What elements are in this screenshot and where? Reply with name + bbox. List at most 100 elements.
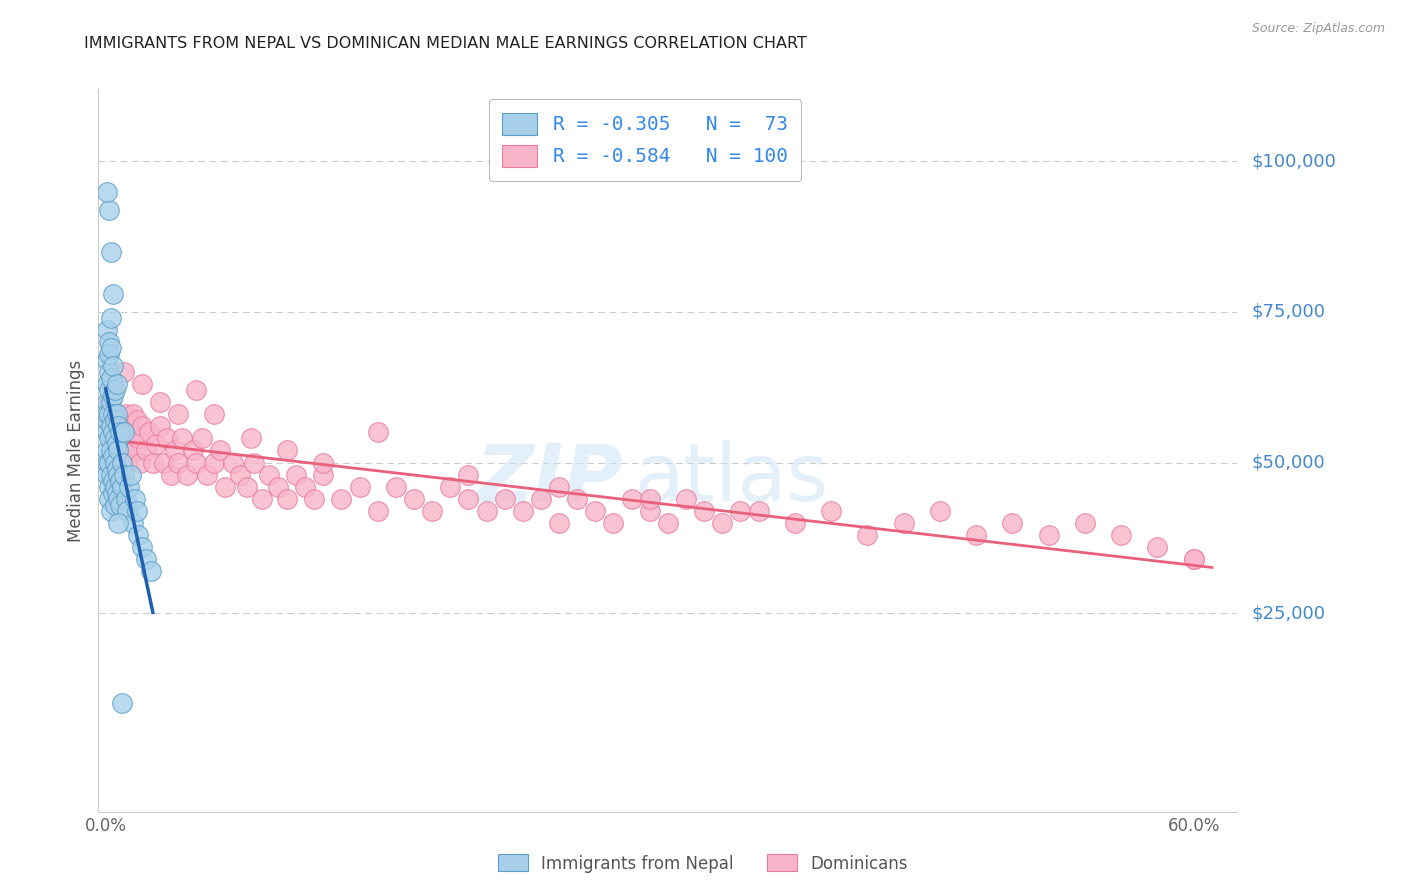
Point [156, 431, 179, 445]
Point [457, 467, 479, 482]
Point [101, 425, 124, 440]
Point [149, 395, 172, 409]
Text: $50,000: $50,000 [1251, 453, 1324, 472]
Point [186, 455, 208, 469]
Point [100, 503, 122, 517]
Point [96, 425, 118, 440]
Point [107, 467, 129, 482]
Point [494, 491, 516, 506]
Point [98, 455, 121, 469]
Point [122, 516, 145, 530]
Point [1182, 551, 1205, 566]
Point [236, 480, 259, 494]
Point [711, 516, 734, 530]
Point [135, 443, 157, 458]
Point [96, 413, 118, 427]
Point [1146, 540, 1168, 554]
Point [96, 407, 118, 421]
Point [367, 503, 389, 517]
Point [98, 365, 121, 379]
Point [367, 425, 389, 440]
Point [548, 516, 571, 530]
Point [117, 503, 139, 517]
Point [420, 503, 443, 517]
Point [100, 371, 122, 385]
Point [96, 467, 118, 482]
Point [111, 480, 134, 494]
Point [104, 480, 127, 494]
Point [107, 491, 129, 506]
Point [96, 185, 118, 199]
Point [105, 377, 128, 392]
Point [239, 431, 262, 445]
Point [104, 413, 127, 427]
Text: $75,000: $75,000 [1251, 303, 1326, 321]
Point [100, 443, 122, 458]
Point [129, 455, 152, 469]
Point [101, 450, 124, 464]
Point [108, 498, 131, 512]
Point [1001, 516, 1024, 530]
Point [122, 407, 145, 421]
Point [96, 323, 118, 337]
Point [135, 551, 157, 566]
Point [276, 491, 298, 506]
Point [186, 384, 208, 398]
Point [98, 384, 121, 398]
Point [125, 413, 148, 427]
Point [385, 480, 408, 494]
Point [330, 491, 353, 506]
Point [124, 491, 146, 506]
Point [111, 455, 134, 469]
Point [402, 491, 425, 506]
Point [693, 503, 716, 517]
Point [548, 480, 571, 494]
Point [107, 516, 129, 530]
Point [108, 419, 131, 434]
Point [101, 407, 124, 421]
Point [139, 564, 162, 578]
Point [96, 377, 118, 392]
Point [100, 395, 122, 409]
Point [221, 455, 243, 469]
Point [285, 467, 308, 482]
Point [131, 377, 153, 392]
Point [142, 455, 165, 469]
Point [856, 527, 879, 541]
Point [602, 516, 624, 530]
Point [214, 480, 236, 494]
Point [1109, 527, 1132, 541]
Point [457, 491, 479, 506]
Point [163, 443, 186, 458]
Point [267, 480, 290, 494]
Point [112, 467, 135, 482]
Point [98, 202, 121, 217]
Legend: Immigrants from Nepal, Dominicans: Immigrants from Nepal, Dominicans [491, 847, 915, 880]
Point [96, 395, 118, 409]
Point [101, 359, 124, 373]
Point [638, 491, 661, 506]
Point [512, 503, 534, 517]
Point [104, 455, 127, 469]
Point [181, 443, 204, 458]
Point [243, 455, 266, 469]
Point [620, 491, 643, 506]
Point [98, 334, 121, 349]
Point [257, 467, 280, 482]
Point [747, 503, 769, 517]
Point [138, 425, 160, 440]
Point [294, 480, 316, 494]
Point [101, 287, 124, 301]
Point [530, 491, 553, 506]
Point [112, 425, 135, 440]
Point [100, 467, 122, 482]
Legend: R = -0.305   N =  73, R = -0.584   N = 100: R = -0.305 N = 73, R = -0.584 N = 100 [489, 99, 801, 181]
Point [170, 431, 193, 445]
Point [98, 407, 121, 421]
Point [100, 341, 122, 355]
Point [104, 498, 127, 512]
Point [100, 407, 122, 421]
Point [100, 419, 122, 434]
Point [965, 527, 987, 541]
Point [118, 480, 141, 494]
